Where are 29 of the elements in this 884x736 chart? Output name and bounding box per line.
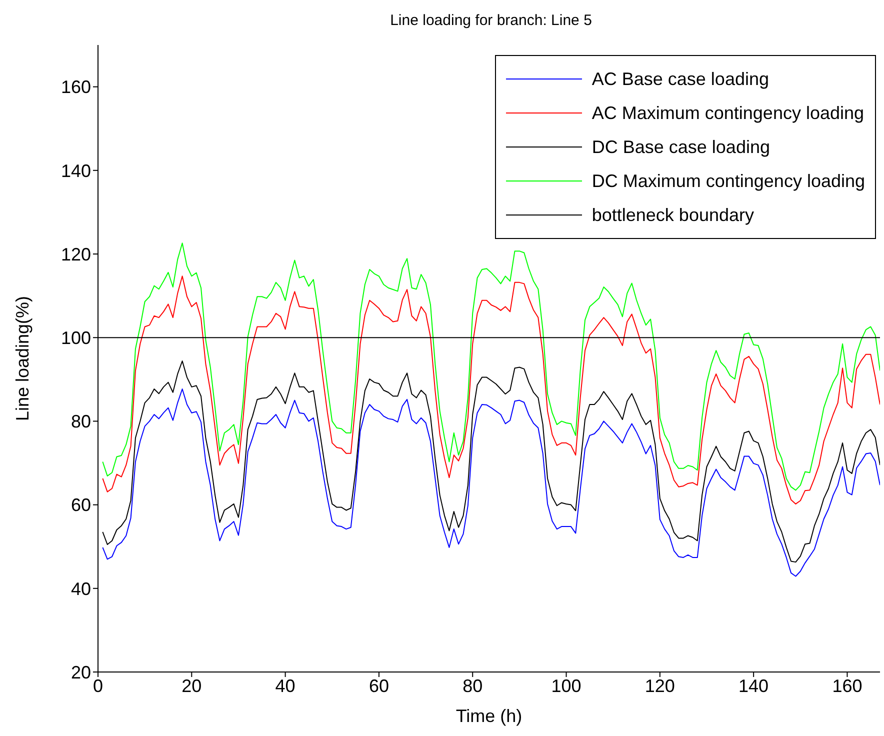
- x-tick-label: 60: [368, 676, 389, 696]
- y-tick-label: 160: [60, 77, 91, 98]
- line-series: [102, 242, 880, 491]
- line-series: [102, 360, 880, 563]
- x-tick-label: 120: [644, 676, 675, 696]
- legend-label: bottleneck boundary: [592, 204, 754, 227]
- legend-label: DC Maximum contingency loading: [592, 170, 865, 193]
- x-tick-label: 20: [182, 676, 202, 696]
- x-axis-title: Time (h): [456, 706, 522, 726]
- x-tick-label: 80: [462, 676, 483, 696]
- legend-label: AC Maximum contingency loading: [592, 102, 864, 125]
- x-tick-label: 100: [551, 676, 582, 696]
- line-series: [102, 388, 880, 577]
- x-tick-label: 40: [275, 676, 296, 696]
- y-tick-label: 100: [60, 328, 91, 348]
- y-tick-label: 40: [70, 578, 91, 599]
- y-tick-label: 60: [70, 495, 91, 516]
- y-axis-title: Line loading(%): [12, 296, 32, 422]
- x-tick-label: 160: [832, 676, 862, 696]
- line-series: [102, 276, 880, 504]
- y-tick-label: 80: [70, 412, 91, 432]
- x-tick-label: 0: [92, 676, 104, 696]
- y-tick-label: 140: [60, 160, 91, 181]
- y-tick-label: 20: [70, 662, 91, 682]
- chart-title: Line loading for branch: Line 5: [389, 12, 593, 29]
- legend-label: AC Base case loading: [592, 68, 769, 91]
- legend-label: DC Base case loading: [592, 136, 770, 159]
- x-tick-label: 140: [738, 676, 769, 696]
- y-tick-label: 120: [60, 244, 91, 264]
